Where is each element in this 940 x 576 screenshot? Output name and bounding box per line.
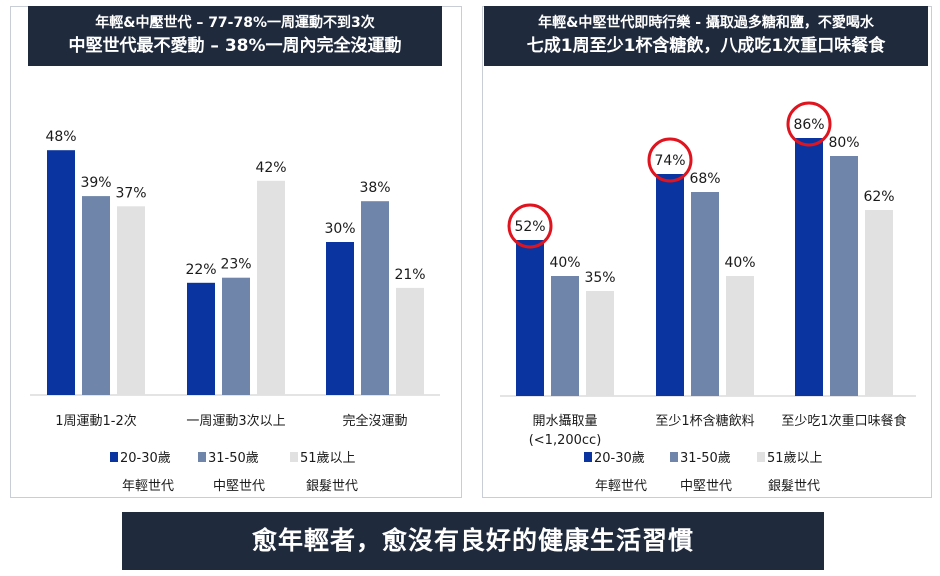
left-header-line2: 中堅世代最不愛動 – 38%一周內完全沒運動	[68, 36, 402, 56]
data-label: 62%	[863, 189, 894, 205]
bar	[726, 276, 754, 396]
legend-sublabel: 中堅世代	[680, 479, 732, 494]
highlight-circle	[786, 101, 832, 147]
right-header-line1: 年輕&中堅世代即時行樂 - 攝取過多糖和鹽，不愛喝水	[538, 15, 874, 31]
legend-swatch	[110, 452, 118, 462]
left-chart-header: 年輕&中壓世代 – 77-78%一周運動不到3次 中堅世代最不愛動 – 38%一…	[28, 6, 442, 66]
conclusion-banner: 愈年輕者，愈沒有良好的健康生活習慣	[122, 512, 824, 570]
category-label: 1周運動1-2次	[55, 413, 137, 429]
data-label: 48%	[45, 129, 76, 145]
data-label: 30%	[324, 221, 355, 237]
legend-label: 31-50歲	[208, 451, 259, 466]
data-label: 23%	[220, 257, 251, 273]
data-label: 35%	[584, 270, 615, 286]
data-label: 22%	[185, 262, 216, 278]
legend-sublabel: 年輕世代	[595, 479, 647, 494]
legend-sublabel: 年輕世代	[122, 479, 174, 494]
bar	[257, 180, 285, 395]
data-label: 40%	[724, 255, 755, 271]
legend-label: 20-30歲	[594, 451, 645, 466]
bar	[830, 156, 858, 396]
legend-swatch	[584, 452, 592, 462]
bar	[865, 210, 893, 396]
category-label: 完全沒運動	[342, 413, 407, 429]
bar	[795, 138, 823, 396]
category-label: (<1,200cc)	[529, 433, 602, 448]
data-label: 80%	[828, 135, 859, 151]
legend-swatch	[198, 452, 206, 462]
data-label: 37%	[115, 185, 146, 201]
category-label: 一周運動3次以上	[186, 413, 285, 429]
legend-swatch	[757, 452, 765, 462]
data-label: 74%	[654, 153, 685, 169]
highlight-circle	[507, 203, 553, 249]
legend-sublabel: 中堅世代	[213, 479, 265, 494]
right-chart-header: 年輕&中堅世代即時行樂 - 攝取過多糖和鹽，不愛喝水 七成1周至少1杯含糖飲，八…	[484, 6, 928, 66]
bar	[222, 277, 250, 395]
legend-sublabel: 銀髮世代	[768, 479, 820, 494]
bar	[326, 242, 354, 395]
legend-label: 31-50歲	[680, 451, 731, 466]
bar	[551, 276, 579, 396]
data-label: 42%	[255, 160, 286, 176]
data-label: 40%	[549, 255, 580, 271]
data-label: 52%	[514, 219, 545, 235]
bar	[691, 192, 719, 396]
category-label: 至少吃1次重口味餐食	[781, 413, 906, 429]
bar	[47, 150, 75, 395]
legend-label: 51歲以上	[300, 451, 356, 466]
bar	[516, 240, 544, 396]
bar	[117, 206, 145, 395]
bar	[586, 291, 614, 396]
data-label: 39%	[80, 175, 111, 191]
category-label: 至少1杯含糖飲料	[655, 413, 754, 429]
right-header-line2: 七成1周至少1杯含糖飲，八成吃1次重口味餐食	[526, 36, 886, 56]
bar	[187, 282, 215, 395]
bar	[82, 196, 110, 395]
legend-swatch	[290, 452, 298, 462]
bar	[396, 287, 424, 395]
category-label: 開水攝取量	[532, 413, 597, 429]
data-label: 86%	[793, 117, 824, 133]
legend-label: 20-30歲	[120, 451, 171, 466]
highlight-circle	[647, 137, 693, 183]
data-label: 38%	[359, 180, 390, 196]
left-header-line1: 年輕&中壓世代 – 77-78%一周運動不到3次	[95, 15, 375, 31]
legend-sublabel: 銀髮世代	[306, 479, 358, 494]
data-label: 21%	[394, 267, 425, 283]
bar	[361, 201, 389, 395]
legend-swatch	[670, 452, 678, 462]
legend-label: 51歲以上	[767, 451, 823, 466]
data-label: 68%	[689, 171, 720, 187]
bar	[656, 174, 684, 396]
